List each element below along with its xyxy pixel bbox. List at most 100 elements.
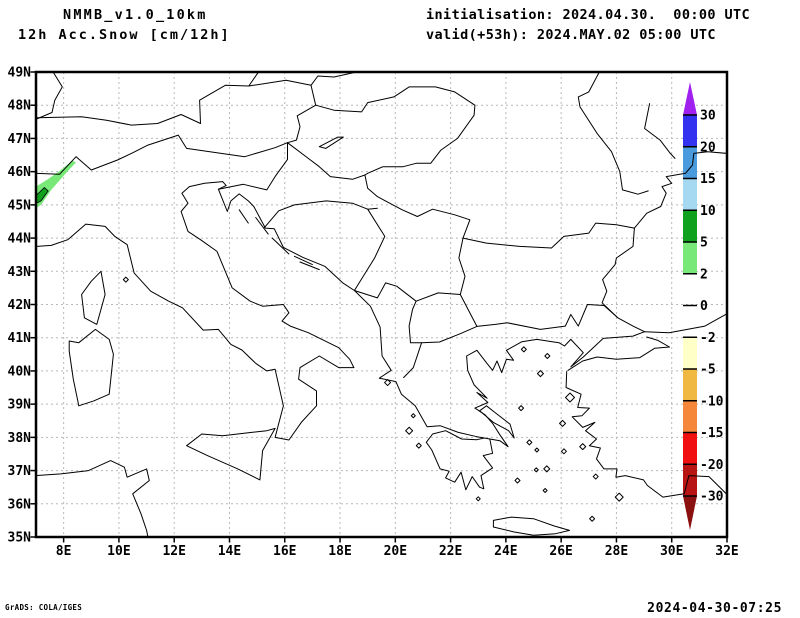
island	[542, 488, 548, 493]
colorbar-level-label: 15	[700, 172, 716, 187]
snow-data-layer	[37, 160, 77, 208]
lon-tick-label: 26E	[549, 544, 572, 559]
coastline-path	[466, 338, 572, 448]
colorbar-level-label: -20	[700, 458, 724, 473]
lat-tick-label: 43N	[8, 265, 32, 280]
lat-tick-label: 44N	[8, 232, 32, 247]
colorbar-level-label: -2	[700, 331, 716, 346]
island	[384, 379, 392, 387]
lat-tick-label: 45N	[8, 198, 32, 213]
coastline-path	[293, 255, 313, 266]
coastline-path	[403, 342, 423, 379]
colorbar-segment	[683, 178, 697, 211]
coastline-path	[570, 313, 726, 368]
coastline-path	[271, 237, 290, 255]
lon-tick-label: 20E	[384, 544, 407, 559]
coastline-path	[644, 103, 676, 159]
lat-tick-label: 48N	[8, 99, 32, 114]
coastline-path	[68, 328, 114, 407]
island	[415, 442, 422, 449]
island	[405, 426, 414, 435]
colorbar-level-label: 5	[700, 236, 708, 251]
colorbar-segment	[683, 432, 697, 465]
colorbar-segment	[683, 400, 697, 433]
lon-tick-label: 28E	[605, 544, 628, 559]
lat-tick-label: 40N	[8, 364, 32, 379]
coastline-path	[601, 151, 726, 333]
coastline-path	[353, 282, 417, 302]
colorbar-segment	[683, 146, 697, 179]
island	[544, 352, 551, 359]
lat-tick-label: 42N	[8, 298, 32, 313]
lat-tick-label: 39N	[8, 398, 32, 413]
snow-patch-western-alps-core	[37, 187, 49, 204]
coastline-path	[37, 134, 288, 175]
lon-tick-label: 12E	[162, 544, 185, 559]
colorbar-segment	[683, 464, 697, 497]
coastline-path	[186, 427, 276, 481]
colorbar-level-label: -30	[700, 490, 724, 505]
coastline-path	[287, 84, 317, 144]
island	[592, 473, 599, 480]
colorbar-segment	[683, 369, 697, 402]
colorbar-level-label: 20	[700, 140, 716, 155]
colorbar-top-arrow	[683, 82, 697, 115]
colorbar-segment	[683, 115, 697, 148]
coastline-path	[425, 430, 494, 491]
island	[533, 467, 539, 473]
creation-timestamp: 2024-04-30-07:25	[647, 601, 782, 616]
island	[475, 496, 481, 502]
coastline-path	[37, 460, 150, 536]
coastline-path	[299, 261, 320, 271]
coastline-path	[255, 217, 269, 235]
grid-layer	[36, 72, 727, 537]
coastline-path	[37, 73, 63, 120]
colorbar-level-label: -15	[700, 426, 723, 441]
lat-tick-label: 49N	[8, 66, 32, 81]
lon-tick-label: 22E	[439, 544, 462, 559]
coastline-path	[408, 237, 619, 344]
colorbar-segment	[683, 337, 697, 370]
coastline-path	[318, 136, 344, 149]
coastline-path	[217, 142, 288, 191]
island	[565, 392, 576, 403]
coastline-path	[567, 336, 670, 371]
colorbar-level-label: -10	[700, 394, 724, 409]
coastline-path	[479, 405, 515, 439]
colorbar-level-label: 10	[700, 204, 716, 219]
coastline-path	[353, 208, 386, 291]
colorbar-segment	[683, 242, 697, 275]
lat-tick-label: 47N	[8, 132, 32, 147]
coastline-path	[37, 181, 355, 441]
island	[410, 413, 416, 419]
coastline-path	[238, 209, 249, 224]
island	[614, 492, 624, 502]
valid-time: valid(+53h): 2024.MAY.02 05:00 UTC	[426, 27, 716, 43]
lat-tick-label: 36N	[8, 497, 32, 512]
lon-tick-label: 30E	[660, 544, 683, 559]
island	[559, 419, 567, 427]
lat-tick-label: 38N	[8, 431, 32, 446]
island	[543, 465, 551, 473]
island	[122, 276, 129, 283]
coastline-path	[492, 516, 570, 536]
lat-tick-label: 35N	[8, 531, 32, 546]
lon-tick-label: 16E	[273, 544, 296, 559]
colorbar-bottom-arrow	[683, 496, 697, 530]
coastline-path	[81, 270, 106, 325]
model-title: NMMB_v1.0_10km	[63, 7, 208, 23]
axis-layer: 8E 10E 12E 14E 16E 18E 20E 22E 24E 26E 28E 30E 32E 35…	[8, 66, 739, 560]
lon-tick-label: 14E	[218, 544, 241, 559]
coastline-path	[577, 73, 649, 195]
coastline-path	[248, 73, 355, 87]
colorbar-level-label: 2	[700, 267, 708, 282]
lat-tick-label: 41N	[8, 331, 32, 346]
lon-tick-label: 24E	[494, 544, 517, 559]
colorbar-segment	[683, 210, 697, 243]
lon-tick-label: 18E	[328, 544, 351, 559]
colorbar-level-label: 0	[700, 299, 708, 314]
island	[536, 370, 544, 378]
